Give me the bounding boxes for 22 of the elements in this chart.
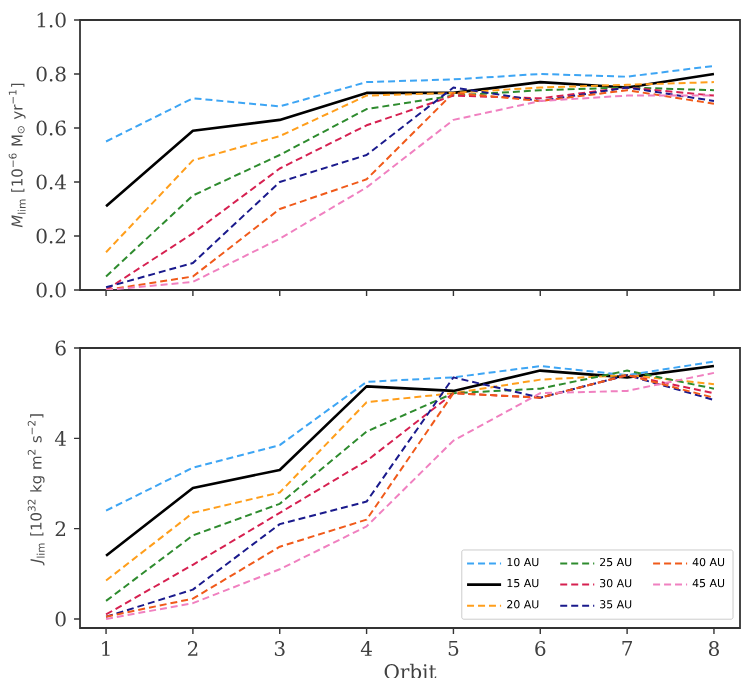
line-series bbox=[104, 72, 716, 208]
y-tick-label: 0.0 bbox=[36, 282, 66, 298]
line-series bbox=[105, 64, 715, 143]
x-tick-label: 7 bbox=[622, 641, 633, 656]
y-tick-label: 2 bbox=[55, 521, 66, 537]
y-tick-label: 0.4 bbox=[36, 174, 66, 190]
y-tick-label: 0.6 bbox=[36, 120, 66, 136]
x-tick-label: 4 bbox=[360, 640, 372, 656]
y-tick-label: 4 bbox=[54, 430, 66, 446]
line-series bbox=[104, 364, 716, 558]
x-tick-label: 6 bbox=[535, 640, 546, 657]
x-tick-label: 5 bbox=[448, 641, 459, 656]
y-tick-label: 0.8 bbox=[36, 66, 66, 82]
x-tick-label: 2 bbox=[187, 640, 198, 656]
x-tick-label: 1 bbox=[102, 640, 110, 656]
line-series bbox=[105, 360, 715, 512]
y-tick-label: 0.2 bbox=[36, 228, 66, 244]
x-tick-label: 8 bbox=[708, 640, 719, 657]
y-tick-label: 6 bbox=[55, 340, 66, 356]
y-tick-label: 0 bbox=[55, 611, 66, 627]
x-tick-label: 3 bbox=[274, 640, 285, 657]
y-tick-label: 1.0 bbox=[37, 12, 66, 28]
